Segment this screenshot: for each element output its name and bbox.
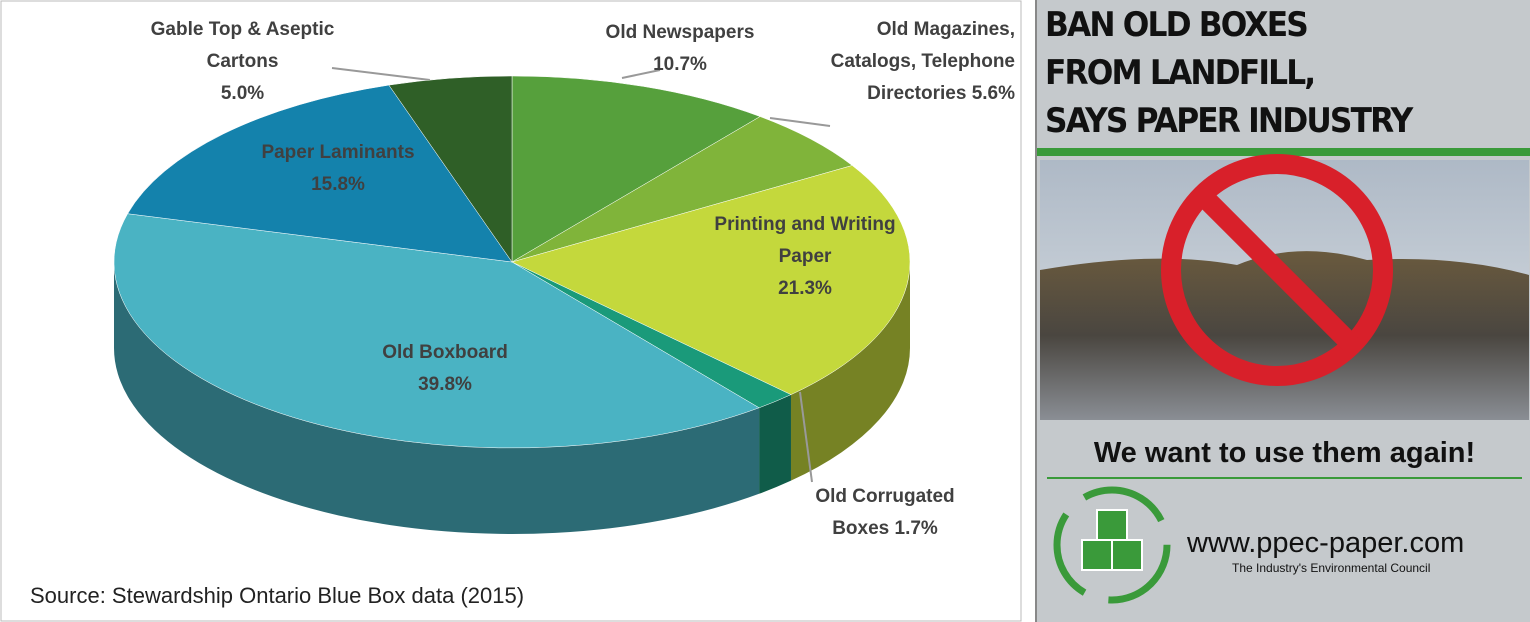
leader-line: [621, 69, 661, 79]
category-label: Old Newspapers: [605, 22, 755, 43]
slice-label: Gable Top & Aseptic Cartons 5.0%: [140, 14, 345, 110]
headline: BAN OLD BOXES: [1045, 5, 1309, 45]
category-label: Old Magazines, Catalogs, Telephone Direc…: [830, 19, 1015, 104]
no-sign-bar: [1195, 188, 1359, 352]
website: www.ppec-paper.com: [1187, 527, 1465, 559]
logo-arrows: [1053, 486, 1171, 604]
value-label: 1.7%: [894, 518, 938, 539]
poster: BAN OLD BOXES FROM LANDFILL, SAYS PAPER …: [1035, 0, 1530, 622]
slice-label: Old Newspapers 10.7%: [580, 17, 780, 81]
pie-slice: [511, 75, 761, 263]
pie-slice: [388, 75, 513, 263]
value-label: 5.6%: [971, 83, 1015, 104]
slice-label: Old Boxboard 39.8%: [345, 337, 545, 401]
green-bar: [1037, 148, 1530, 156]
leader-line: [799, 391, 813, 483]
pie-slice-side: [790, 262, 910, 481]
leader-line: [331, 67, 431, 81]
slice-label: Printing and Writing Paper 21.3%: [700, 209, 910, 305]
source-note: Source: Stewardship Ontario Blue Box dat…: [30, 583, 525, 608]
slogan: We want to use them again!: [1093, 437, 1476, 469]
photo-landfill: [1040, 251, 1529, 420]
pie-tops: [113, 75, 911, 449]
tagline: The Industry's Environmental Council: [1232, 561, 1431, 575]
poster-art: [1037, 148, 1530, 604]
pie-sides: [114, 262, 910, 534]
value-label: 10.7%: [653, 54, 707, 75]
chart: [0, 0, 1022, 622]
value-label: 5.0%: [220, 83, 265, 104]
pie-slice-side: [114, 262, 760, 534]
slice-label: Paper Laminants 15.8%: [238, 137, 438, 201]
category-label: Paper Laminants: [261, 142, 415, 163]
pie-slice: [127, 84, 513, 263]
logo-cubes: [1081, 509, 1143, 571]
category-label: Gable Top & Aseptic Cartons: [150, 19, 335, 72]
category-label: Old Corrugated Boxes: [815, 486, 955, 539]
pie-slice-side: [759, 394, 791, 494]
value-label: 39.8%: [418, 374, 472, 395]
pie-slice: [511, 165, 911, 395]
headline: FROM LANDFILL,: [1045, 53, 1316, 93]
value-label: 21.3%: [778, 278, 832, 299]
value-label: 15.8%: [311, 174, 365, 195]
slice-label: Old Corrugated Boxes 1.7%: [785, 481, 985, 545]
pie-slice: [113, 213, 760, 449]
headline: SAYS PAPER INDUSTRY: [1045, 101, 1413, 141]
category-label: Printing and Writing Paper: [714, 214, 896, 267]
no-sign: [1161, 154, 1393, 386]
category-label: Old Boxboard: [382, 342, 508, 363]
pie-slice: [511, 116, 853, 263]
leader-line: [769, 117, 831, 127]
leader-lines: [331, 67, 831, 127]
slice-label: Old Magazines, Catalogs, Telephone Direc…: [790, 14, 1015, 110]
